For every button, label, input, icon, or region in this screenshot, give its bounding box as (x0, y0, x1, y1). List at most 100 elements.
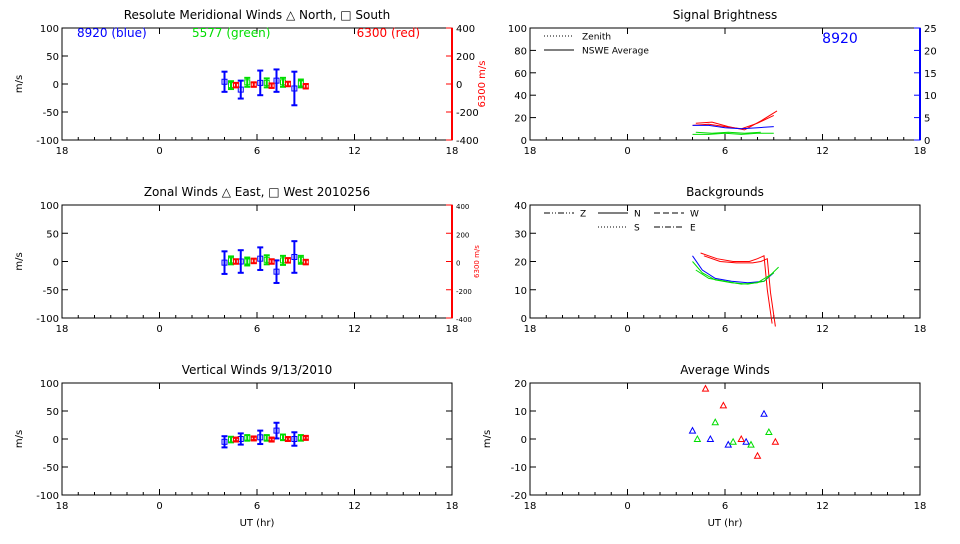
backgrounds-xtick-label: 18 (914, 324, 927, 335)
meridional-ytick-label: 0 (53, 80, 59, 91)
avgwinds-ytick-label: 20 (514, 379, 527, 390)
brightness-ytick-label: 100 (508, 24, 527, 35)
zonal-ytick-label: -50 (43, 286, 59, 297)
vertical-point (250, 435, 257, 442)
avgwinds-point (711, 418, 720, 426)
avgwinds-point (729, 437, 737, 445)
meridional-y2tick-label: 400 (456, 24, 475, 35)
brightness-xtick-label: 6 (722, 146, 728, 157)
zonal-point (273, 268, 280, 275)
avgwinds-frame (529, 382, 921, 496)
zonal-ytick-label: 100 (40, 201, 59, 212)
avgwinds-point (701, 384, 710, 392)
meridional-point (257, 79, 264, 86)
vertical-point (221, 438, 228, 445)
brightness-ytick-label: 80 (514, 46, 527, 57)
vertical-point (284, 436, 291, 442)
backgrounds-series-line (703, 255, 776, 327)
backgrounds-xtick-label: 12 (816, 324, 829, 335)
avgwinds-ytick-label: -20 (511, 491, 527, 502)
meridional-ytick-label: 50 (46, 52, 59, 63)
avgwinds-point (753, 451, 762, 459)
avgwinds-title: Average Winds (680, 363, 770, 377)
zonal-point (250, 257, 257, 264)
meridional-xtick-label: 6 (254, 146, 260, 157)
vertical-ytick-label: 0 (53, 435, 59, 446)
zonal-ytick-label: 0 (53, 258, 59, 269)
brightness-frame (529, 27, 921, 141)
meridional-point (221, 78, 228, 85)
meridional-frame (61, 27, 453, 141)
avgwinds-chart: Average Winds 18 0 6 12 18 UT (hr) 20 10 0 -10 -20 m… (482, 363, 926, 529)
avgwinds-point (706, 434, 715, 442)
vertical-xlabel: UT (hr) (240, 518, 275, 529)
zonal-y2tick-label: -400 (456, 316, 472, 324)
zonal-xtick-label: 18 (56, 324, 69, 335)
backgrounds-legend-label: E (690, 224, 696, 234)
avgwinds-xtick-label: 6 (722, 501, 728, 512)
meridional-chart: Resolute Meridional Winds △ North, □ Sou… (14, 8, 488, 157)
brightness-y2tick-label: 15 (924, 69, 937, 80)
vertical-ytick-label: -100 (36, 491, 59, 502)
meridional-annotation: 8920 (blue) (77, 26, 147, 40)
vertical-point (244, 434, 251, 441)
backgrounds-legend-label: S (634, 224, 640, 234)
backgrounds-title: Backgrounds (686, 185, 764, 199)
meridional-point (250, 81, 257, 88)
meridional-annotation: 6300 (red) (357, 26, 420, 40)
vertical-xtick-label: 18 (446, 501, 459, 512)
backgrounds-legend-label: W (690, 210, 699, 220)
avgwinds-point (760, 409, 768, 417)
meridional-y2tick-label: -400 (456, 136, 479, 147)
brightness-series-line (692, 132, 774, 135)
meridional-y2tick-label: -200 (456, 108, 479, 119)
meridional-ytick-label: -50 (43, 108, 59, 119)
zonal-xtick-label: 6 (254, 324, 260, 335)
brightness-y2tick-label: 25 (924, 24, 937, 35)
vertical-chart: Vertical Winds 9/13/2010 18 0 6 12 18 UT (hr) 1… (14, 363, 458, 529)
zonal-xtick-label: 0 (156, 324, 162, 335)
zonal-point (291, 253, 298, 260)
backgrounds-legend-label: N (634, 210, 641, 220)
zonal-point (257, 255, 264, 262)
meridional-ylabel: m/s (14, 75, 25, 93)
zonal-y2tick-label: 200 (456, 231, 469, 239)
backgrounds-ytick-label: 0 (521, 314, 527, 325)
brightness-ytick-label: 60 (514, 69, 527, 80)
zonal-ytick-label: 50 (46, 229, 59, 240)
avgwinds-ytick-label: 10 (514, 407, 527, 418)
brightness-y2tick-label: 20 (924, 46, 937, 57)
avgwinds-point (765, 427, 773, 435)
brightness-annotation: 8920 (822, 31, 858, 47)
meridional-point (284, 81, 291, 87)
zonal-y2tick-label: 400 (456, 203, 469, 211)
avgwinds-xlabel: UT (hr) (708, 518, 743, 529)
zonal-xtick-label: 18 (446, 324, 459, 335)
avgwinds-ytick-label: -10 (511, 463, 527, 474)
zonal-point (284, 257, 291, 264)
meridional-point (237, 86, 244, 93)
avgwinds-ylabel: m/s (482, 430, 493, 448)
brightness-series-line (692, 124, 774, 130)
avgwinds-xtick-label: 0 (624, 501, 630, 512)
brightness-y2tick-label: 10 (924, 91, 937, 102)
backgrounds-ytick-label: 10 (514, 286, 527, 297)
meridional-xtick-label: 12 (348, 146, 361, 157)
meridional-y2label: 6300 m/s (477, 61, 488, 108)
zonal-ylabel: m/s (14, 252, 25, 270)
zonal-point (244, 258, 251, 265)
brightness-xtick-label: 18 (914, 146, 927, 157)
backgrounds-legend-label: Z (580, 210, 586, 220)
backgrounds-xtick-label: 0 (624, 324, 630, 335)
meridional-point (291, 85, 298, 92)
brightness-ytick-label: 0 (521, 136, 527, 147)
avgwinds-xtick-label: 18 (524, 501, 537, 512)
brightness-ytick-label: 20 (514, 114, 527, 125)
backgrounds-series-line (695, 269, 775, 285)
vertical-ytick-label: 100 (40, 379, 59, 390)
zonal-title: Zonal Winds △ East, □ West 2010256 (144, 185, 370, 199)
brightness-xtick-label: 12 (816, 146, 829, 157)
